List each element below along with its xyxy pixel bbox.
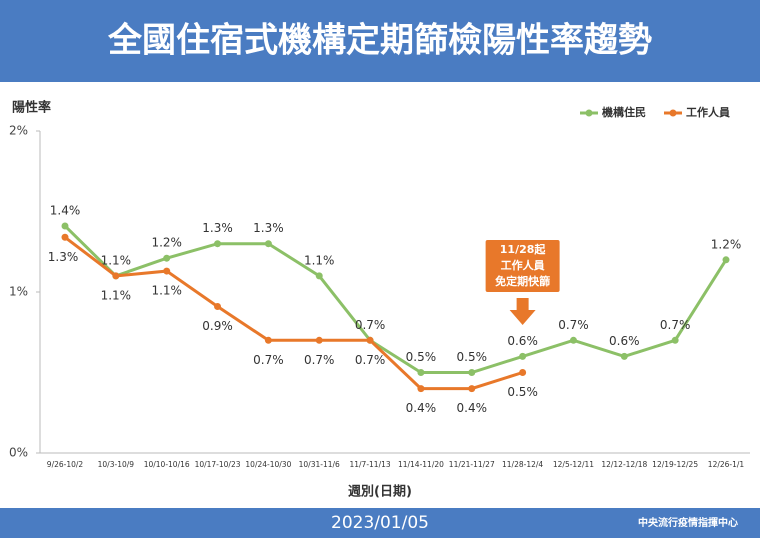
data-point [722,256,730,264]
y-axis-title: 陽性率 [12,100,51,116]
annotation-arrow [509,298,536,325]
value-label: 0.7% [253,353,284,367]
value-label: 1.2% [151,236,182,250]
y-tick-label: 1% [9,285,28,299]
x-tick-label: 12/26-1/1 [708,460,745,469]
value-label: 0.9% [202,319,233,333]
value-label: 1.3% [253,221,284,235]
value-label: 1.1% [304,253,335,267]
value-label: 0.5% [507,385,538,399]
annotation-box [485,240,560,292]
value-label: 0.4% [406,401,437,415]
x-tick-label: 10/31-11/6 [299,460,340,469]
annotation-text: 11/28起 [500,242,547,256]
data-point [163,254,171,262]
data-point [315,272,323,280]
value-label: 1.4% [50,203,81,217]
data-point [61,233,69,241]
series-line [64,236,524,391]
annotation-text: 工作人員 [501,258,545,272]
data-point [264,240,272,248]
chart-title: 全國住宿式機構定期篩檢陽性率趨勢 [107,21,652,61]
value-label: 0.7% [558,318,589,332]
value-label: 0.4% [457,401,488,415]
x-tick-label: 10/17-10/23 [195,460,241,469]
data-point [264,336,272,344]
value-label: 0.7% [355,318,386,332]
data-point [214,302,222,310]
value-label: 1.3% [48,250,79,264]
data-point [214,240,222,248]
data-point [519,352,527,360]
value-label: 1.1% [101,288,132,302]
x-axis-title: 週別(日期) [348,485,412,500]
data-point [468,369,476,376]
value-label: 0.6% [507,334,538,348]
value-label: 0.5% [406,350,437,364]
x-tick-label: 10/3-10/9 [98,460,135,469]
value-label: 0.7% [660,318,691,332]
x-tick-label: 11/28-12/4 [502,460,543,469]
value-label: 0.7% [355,353,386,367]
source: 中央流行疫情指揮中心 [638,516,738,529]
value-label: 1.3% [202,221,233,235]
date: 2023/01/05 [331,513,429,533]
data-point [163,267,171,275]
value-label: 0.6% [609,334,640,348]
x-tick-label: 12/19-12/25 [652,460,698,469]
value-label: 0.7% [304,353,335,367]
data-point [569,336,577,344]
x-tick-label: 12/12-12/18 [601,460,647,469]
footer-band [0,508,760,538]
x-tick-label: 12/5-12/11 [553,460,594,469]
data-point [417,385,425,393]
x-tick-label: 9/26-10/2 [47,460,84,469]
x-tick-label: 10/10-10/16 [144,460,190,469]
legend-label: 機構住民 [602,105,646,119]
value-label: 0.5% [457,350,488,364]
x-tick-label: 10/24-10/30 [245,460,291,469]
x-tick-label: 11/14-11/20 [398,460,444,469]
data-point [417,369,425,376]
data-point [519,369,527,376]
legend-dot [669,109,677,117]
data-point [671,336,679,344]
x-tick-label: 11/7-11/13 [349,460,390,469]
annotation-text: 免定期快篩 [495,274,550,288]
value-label: 1.1% [151,284,182,298]
series-line [63,224,728,374]
legend-dot [585,109,593,117]
x-tick-label: 11/21-11/27 [449,460,495,469]
y-tick-label: 2% [9,124,28,138]
data-point [468,385,476,393]
data-point [61,222,69,230]
data-point [620,352,628,360]
data-point [315,336,323,344]
y-tick-label: 0% [9,446,28,460]
legend-label: 工作人員 [686,105,730,119]
data-point [112,272,120,280]
header-band [0,0,760,82]
value-label: 1.2% [711,237,742,251]
value-label: 1.1% [101,253,132,267]
data-point [366,336,374,344]
